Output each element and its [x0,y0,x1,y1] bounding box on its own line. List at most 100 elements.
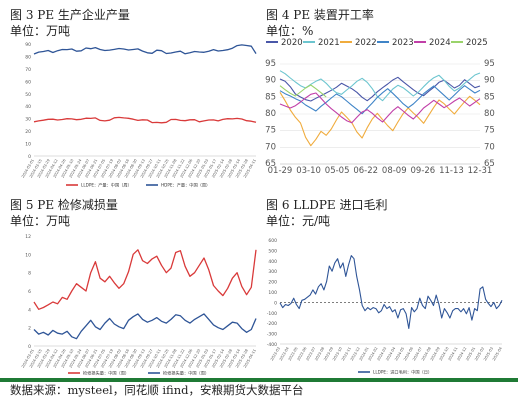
y-tick-label: 500 [268,248,277,254]
x-tick-label: 2023-10 [332,346,343,362]
y-tick-label: 50 [25,92,31,98]
y-tick-label-left: 95 [265,59,276,69]
y-tick-label: 0 [28,154,31,160]
chart-title-import-margin: 图 6 LLDPE 进口毛利 [266,198,388,212]
x-tick-label: 2023-03 [270,347,281,362]
chart-production: 01020304050607080902024-03-012024-03-152… [21,42,257,188]
legend-label: LLDPE：产量：中国（周） [81,181,132,188]
x-tick-label: 2024-04 [385,346,396,362]
x-tick-label: 2024-11 [447,347,458,362]
y-tick-label-left: 80 [265,109,276,119]
y-tick-label: 80 [484,109,495,119]
x-tick-label: 2024-05 [394,347,405,362]
x-tick-label: 05-05 [325,166,350,176]
x-tick-label: 2024-01 [359,347,370,362]
series-line-1 [33,313,257,340]
y-tick-label: 10 [25,142,31,148]
y-tick-label: 60 [25,79,31,85]
y-tick-label: 8 [28,271,31,277]
chart-title-maintenance: 图 5 PE 检修减损量 [10,198,118,212]
y-tick-label: 0 [274,300,277,306]
y-tick-label: 12 [25,234,31,240]
footer-divider [0,378,518,382]
series-line-0 [33,116,257,124]
series-line-5 [279,84,327,98]
x-tick-label: 2024-07 [412,347,423,362]
series-line-0 [279,76,481,102]
x-tick-label: 2025-03 [483,347,494,362]
y-tick-label-left: 70 [265,142,276,152]
x-tick-label: 2023-09 [323,346,334,362]
y-tick-label: 6 [28,289,31,295]
x-tick-label: 2024-10 [439,346,450,362]
y-tick-label: 70 [25,67,31,73]
x-tick-label: 2023-12 [350,347,361,362]
y-tick-label-left: 90 [265,76,276,86]
x-tick-label: 01-29 [268,166,293,176]
y-tick-label: 75 [484,126,495,136]
y-tick-label: 40 [25,104,31,110]
chart-unit-maintenance: 单位：万吨 [10,214,71,228]
x-tick-label: 2023-07 [305,347,316,362]
y-tick-label: 65 [484,159,495,169]
chart-operating-rate: 65 65 70 70 75 75 80 80 85 85 90 90 95 95 01-29 03-10 05… [265,38,495,176]
x-tick-label: 2023-06 [297,346,308,362]
legend-label: 2022 [355,38,377,48]
y-tick-label: 90 [484,76,495,86]
x-tick-label: 11-13 [439,166,464,176]
y-tick-label: -300 [267,332,277,338]
y-tick-label: 90 [25,42,31,48]
y-tick-label: -400 [267,342,277,348]
x-tick-label: 08-09 [382,166,407,176]
x-tick-label: 2024-08 [421,346,432,362]
x-tick-label: 06-22 [353,166,378,176]
y-tick-label-left: 65 [265,159,276,169]
y-tick-label: 20 [25,129,31,135]
legend-label: 2021 [318,38,340,48]
chart-unit-operating-rate: 单位：% [266,24,314,38]
y-tick-label: -200 [267,321,277,327]
y-tick-label: 300 [268,269,277,275]
legend-label: 2020 [281,38,303,48]
y-tick-label: 70 [484,142,495,152]
y-tick-label: 600 [268,238,277,244]
y-tick-label: 80 [25,54,31,60]
y-tick-label: 100 [268,290,277,296]
y-tick-label: 0 [28,344,31,350]
legend-label: 检修损失量：中国（周） [163,369,209,376]
x-tick-label: 2025-02 [474,347,485,362]
series-line-3 [279,85,481,115]
series-line-1 [279,70,481,102]
legend-label: 检修损失量：中国（周） [83,369,129,376]
legend-label: HDPE：产量：中国（周） [161,181,210,188]
plot-background [280,240,502,344]
chart-unit-production: 单位：万吨 [10,24,71,38]
series-line-0 [279,255,503,329]
y-tick-label: -100 [267,311,277,317]
x-tick-label: 12-31 [468,166,493,176]
x-tick-label: 03-10 [296,166,321,176]
y-tick-label: 400 [268,259,277,265]
series-line-1 [33,44,257,55]
x-tick-label: 2025-04 [492,346,503,362]
chart-unit-import-margin: 单位：元/吨 [266,214,331,228]
x-tick-label: 2023-04 [279,346,290,362]
legend-label: 2023 [392,38,414,48]
y-tick-label: 4 [28,307,31,313]
y-tick-label: 200 [268,280,277,286]
chart-maintenance: 0246810122024-03-012024-03-152024-03-292… [21,234,257,376]
x-tick-label: 2024-03 [376,347,387,362]
x-tick-label: 2023-05 [288,347,299,362]
x-tick-label: 2024-02 [368,347,379,362]
y-tick-label: 10 [25,252,31,258]
y-tick-label: 95 [484,59,495,69]
series-line-4 [279,92,481,124]
chart-title-operating-rate: 图 4 PE 装置开工率 [266,8,374,22]
chart-import-margin: -400 -300 -200 -100 0 100 200 300 400 500 600 2023-… [267,238,503,375]
x-tick-label: 2024-09 [430,346,441,362]
y-tick-label-left: 85 [265,92,276,102]
chart-title-production: 图 3 PE 生产企业产量 [10,8,130,22]
x-tick-label: 2023-08 [314,346,325,362]
series-line-0 [33,249,257,310]
y-tick-label-left: 75 [265,126,276,136]
